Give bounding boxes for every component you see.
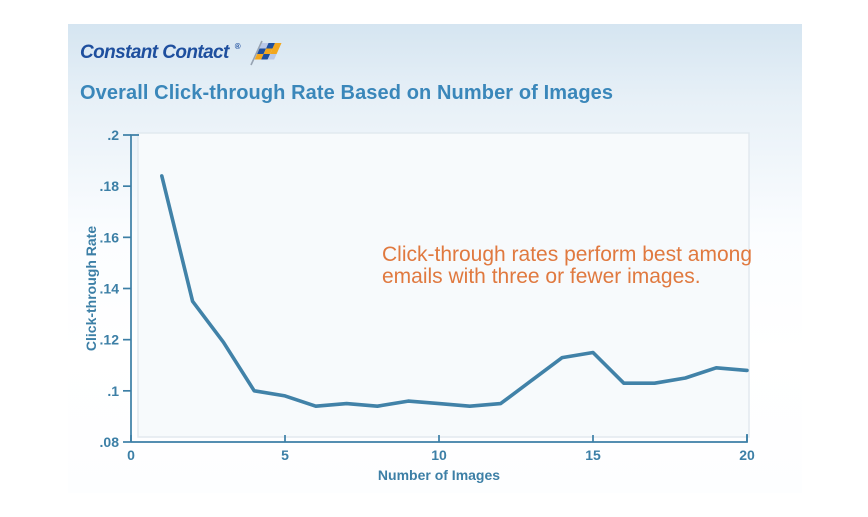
tick-labels: .2 .18 .16 .14 .12 .1 .08 0 5 10 15 20 bbox=[100, 127, 755, 463]
slide-background: Constant Contact ® Overall Click-through … bbox=[68, 24, 802, 493]
y-tick-label: .08 bbox=[100, 434, 120, 450]
ctr-line-chart: .2 .18 .16 .14 .12 .1 .08 0 5 10 15 20 Number of Ima… bbox=[68, 120, 802, 493]
axes bbox=[123, 134, 748, 443]
x-tick-label: 20 bbox=[739, 447, 755, 463]
page-title: Overall Click-through Rate Based on Numb… bbox=[80, 82, 614, 104]
y-axis-title: Click-through Rate bbox=[83, 226, 99, 351]
y-tick-label: .14 bbox=[100, 281, 120, 297]
y-tick-label: .1 bbox=[107, 383, 119, 399]
x-tick-label: 5 bbox=[281, 447, 289, 463]
chart-annotation: Click-through rates perform best among e… bbox=[382, 244, 752, 287]
x-tick-label: 15 bbox=[585, 447, 601, 463]
logo-wordmark: Constant Contact bbox=[80, 42, 229, 63]
annotation-line-2: emails with three or fewer images. bbox=[382, 264, 701, 288]
y-tick-label: .12 bbox=[100, 332, 120, 348]
x-tick-label: 10 bbox=[431, 447, 447, 463]
y-tick-label: .2 bbox=[107, 127, 119, 143]
y-tick-label: .18 bbox=[100, 178, 120, 194]
constant-contact-logo: Constant Contact ® bbox=[80, 40, 283, 66]
x-axis-title: Number of Images bbox=[378, 467, 500, 483]
annotation-line-1: Click-through rates perform best among bbox=[382, 243, 752, 266]
registered-trademark-symbol: ® bbox=[234, 41, 241, 51]
checkered-flag-icon bbox=[249, 40, 282, 66]
click-through-rate-series bbox=[160, 174, 749, 409]
plot-area bbox=[137, 132, 750, 438]
chart-canvas: .2 .18 .16 .14 .12 .1 .08 0 5 10 15 20 Number of Ima… bbox=[83, 127, 755, 483]
x-tick-label: 0 bbox=[127, 447, 135, 463]
y-tick-label: .16 bbox=[100, 229, 120, 245]
